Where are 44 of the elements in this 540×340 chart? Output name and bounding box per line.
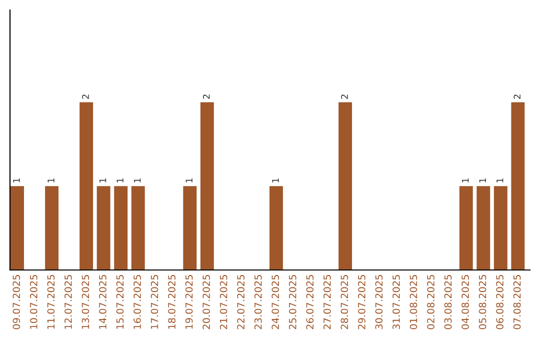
x-tick-label: 05.08.2025 [478, 275, 486, 330]
x-tick-label: 31.07.2025 [392, 275, 400, 330]
data-label: 1 [134, 178, 141, 182]
data-label: 1 [186, 178, 192, 182]
x-tick-label: 25.07.2025 [288, 275, 296, 330]
x-tick-label: 26.07.2025 [306, 275, 314, 330]
data-label: 1 [48, 178, 54, 182]
x-tick-label: 27.07.2025 [323, 275, 331, 330]
x-tick-label: 15.07.2025 [116, 275, 124, 329]
x-tick-label: 22.07.2025 [237, 275, 245, 330]
data-label: 1 [99, 178, 106, 182]
data-label: 1 [13, 178, 20, 182]
x-tick-label: 11.07.2025 [47, 275, 55, 329]
x-tick-label: 24.07.2025 [272, 275, 280, 330]
x-tick-label: 06.08.2025 [496, 275, 504, 330]
x-tick-label: 28.07.2025 [340, 275, 348, 330]
x-tick-label: 03.08.2025 [444, 275, 452, 330]
x-tick-label: 12.07.2025 [64, 275, 72, 329]
data-label: 1 [479, 178, 486, 182]
data-label: 1 [496, 178, 504, 182]
x-tick-label: 01.08.2025 [410, 275, 418, 330]
x-tick-label: 04.08.2025 [462, 275, 469, 330]
x-tick-label: 17.07.2025 [150, 275, 158, 329]
data-label: 2 [82, 94, 89, 99]
x-tick-label: 14.07.2025 [99, 275, 106, 329]
data-label: 2 [202, 94, 210, 99]
x-tick-label: 29.07.2025 [358, 275, 366, 330]
data-label: 1 [272, 178, 279, 182]
x-tick-label: 10.07.2025 [30, 275, 38, 329]
x-tick-label: 09.07.2025 [12, 275, 20, 330]
x-tick-label: 30.07.2025 [375, 275, 383, 330]
data-label: 2 [341, 94, 348, 99]
data-label: 1 [462, 178, 469, 182]
x-tick-label: 16.07.2025 [134, 275, 141, 329]
x-tick-label: 23.07.2025 [254, 275, 262, 330]
x-tick-label: 21.07.2025 [220, 275, 228, 330]
data-label: 2 [514, 94, 520, 99]
data-label: 1 [116, 178, 124, 182]
x-tick-label: 19.07.2025 [185, 275, 193, 329]
x-tick-label: 07.08.2025 [513, 275, 521, 330]
x-tick-label: 20.07.2025 [202, 275, 210, 330]
x-tick-label: 18.07.2025 [168, 275, 176, 329]
x-tick-label: 13.07.2025 [82, 275, 90, 329]
x-tick-label: 02.08.2025 [427, 275, 434, 330]
